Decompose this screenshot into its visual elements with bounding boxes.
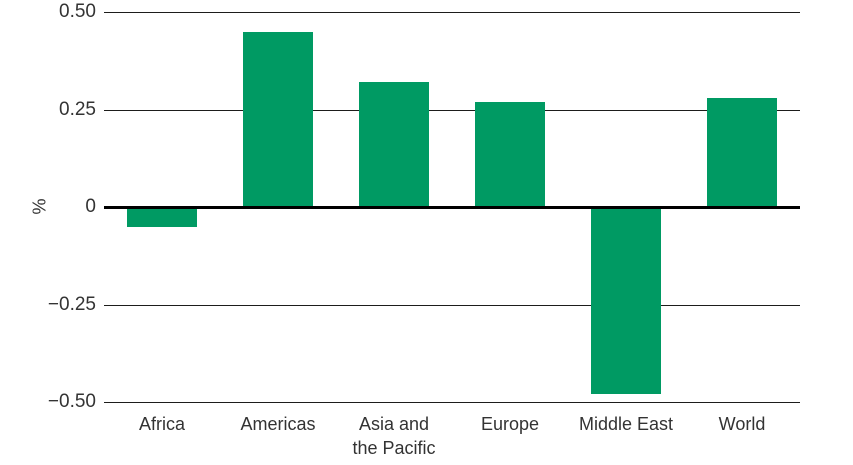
gridline-0.25 bbox=[104, 109, 800, 111]
y-tick-label: 0.50 bbox=[59, 1, 96, 22]
x-label-asia-and-the-pacific: Asia and the Pacific bbox=[336, 412, 452, 460]
gridline-minus-0.25 bbox=[104, 304, 800, 306]
y-tick-label: −0.25 bbox=[47, 293, 96, 315]
bar-world bbox=[707, 97, 777, 207]
x-label-line: World bbox=[718, 414, 766, 434]
x-label-line: Americas bbox=[240, 414, 316, 434]
x-label-world: World bbox=[684, 412, 800, 436]
x-label-europe: Europe bbox=[452, 412, 568, 436]
zero-baseline bbox=[104, 205, 800, 209]
bar-asia-and-the-pacific bbox=[359, 82, 429, 207]
x-label-africa: Africa bbox=[104, 412, 220, 436]
y-tick-label: −0.50 bbox=[47, 391, 96, 412]
bar-middle-east bbox=[591, 207, 661, 395]
gridline-minus-0.50 bbox=[104, 402, 800, 403]
gridline-0.50 bbox=[104, 12, 800, 13]
x-label-middle-east: Middle East bbox=[568, 412, 684, 436]
bar-africa bbox=[127, 207, 197, 227]
x-label-americas: Americas bbox=[220, 412, 336, 436]
bar-europe bbox=[475, 101, 545, 207]
x-label-line: the Pacific bbox=[352, 438, 436, 458]
bar-americas bbox=[243, 31, 313, 207]
x-label-line: Asia and bbox=[358, 414, 430, 434]
y-tick-label: 0.25 bbox=[59, 98, 96, 120]
x-label-line: Africa bbox=[138, 414, 185, 434]
x-label-line: Middle East bbox=[578, 414, 674, 434]
y-tick-label: 0 bbox=[85, 196, 96, 217]
x-label-line: Europe bbox=[480, 414, 540, 434]
